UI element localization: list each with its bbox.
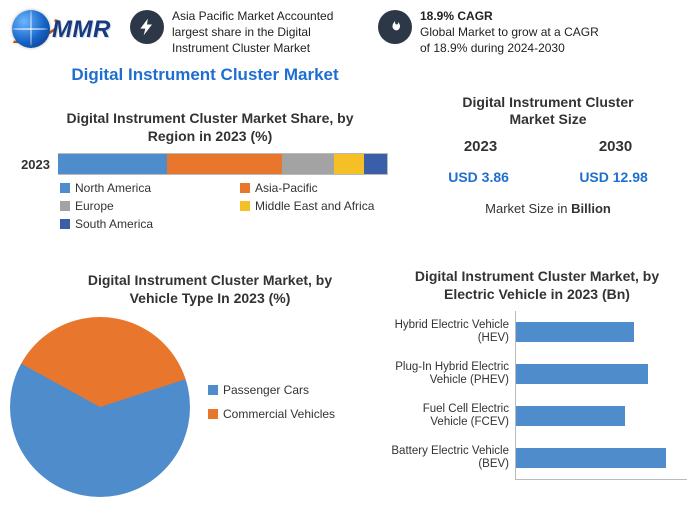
region-share-title-l2: Region in 2023 (%) bbox=[10, 128, 410, 146]
region-legend: North America Asia-Pacific Europe Middle Ea… bbox=[60, 181, 410, 231]
ev-title-l2: Electric Vehicle in 2023 (Bn) bbox=[387, 286, 687, 304]
legend-item: Middle East and Africa bbox=[240, 199, 410, 213]
region-share-title-l1: Digital Instrument Cluster Market Share,… bbox=[10, 110, 410, 128]
hbar-row bbox=[516, 353, 687, 395]
legend-item: South America bbox=[60, 217, 230, 231]
legend-item: Europe bbox=[60, 199, 230, 213]
segment-asia_pacific bbox=[167, 154, 282, 174]
segment-meafrica bbox=[334, 154, 364, 174]
main-title: Digital Instrument Cluster Market bbox=[40, 65, 370, 85]
hbar-row bbox=[516, 311, 687, 353]
ev-title-l1: Digital Instrument Cluster Market, by bbox=[387, 268, 687, 286]
ev-axis bbox=[515, 479, 687, 480]
pie-graphic bbox=[10, 317, 190, 497]
region-share-chart: Digital Instrument Cluster Market Share,… bbox=[10, 110, 410, 231]
market-size-caption: Market Size in Billion bbox=[413, 201, 683, 216]
ev-chart: Digital Instrument Cluster Market, by El… bbox=[387, 268, 687, 480]
market-size-val2: USD 12.98 bbox=[579, 169, 647, 185]
hbar-bar bbox=[516, 322, 634, 342]
header: MMR Asia Pacific Market Accounted larges… bbox=[0, 0, 697, 61]
ev-bars bbox=[515, 311, 687, 479]
market-size-title-l2: Market Size bbox=[413, 111, 683, 128]
vehicle-type-title-l2: Vehicle Type In 2023 (%) bbox=[10, 290, 410, 308]
cagr-title: 18.9% CAGR bbox=[420, 8, 608, 24]
vehicle-type-chart: Digital Instrument Cluster Market, by Ve… bbox=[10, 272, 410, 497]
market-size-year1: 2023 bbox=[464, 138, 497, 155]
asia-pacific-text: Asia Pacific Market Accounted largest sh… bbox=[172, 8, 360, 57]
hbar-label: Fuel Cell Electric Vehicle (FCEV) bbox=[387, 395, 515, 437]
legend-item: North America bbox=[60, 181, 230, 195]
hbar-row bbox=[516, 395, 687, 437]
market-size-val1: USD 3.86 bbox=[448, 169, 509, 185]
segment-europe bbox=[282, 154, 335, 174]
segment-north_america bbox=[58, 154, 167, 174]
hbar-label: Hybrid Electric Vehicle (HEV) bbox=[387, 311, 515, 353]
flame-icon bbox=[378, 10, 412, 44]
logo-text: MMR bbox=[52, 16, 111, 44]
stacked-bar bbox=[58, 153, 388, 175]
pie-legend: Passenger Cars Commercial Vehicles bbox=[208, 383, 335, 431]
legend-item: Commercial Vehicles bbox=[208, 407, 335, 421]
mmr-logo: MMR bbox=[10, 8, 120, 54]
segment-south_america bbox=[364, 154, 387, 174]
hbar-bar bbox=[516, 364, 648, 384]
asia-pacific-badge: Asia Pacific Market Accounted largest sh… bbox=[130, 8, 360, 57]
market-size-title-l1: Digital Instrument Cluster bbox=[413, 94, 683, 111]
hbar-label: Battery Electric Vehicle (BEV) bbox=[387, 437, 515, 479]
cagr-desc: Global Market to grow at a CAGR of 18.9%… bbox=[420, 25, 599, 55]
ev-labels: Hybrid Electric Vehicle (HEV)Plug-In Hyb… bbox=[387, 311, 515, 479]
vehicle-type-title-l1: Digital Instrument Cluster Market, by bbox=[10, 272, 410, 290]
legend-item: Passenger Cars bbox=[208, 383, 335, 397]
hbar-bar bbox=[516, 406, 625, 426]
cagr-badge: 18.9% CAGR Global Market to grow at a CA… bbox=[378, 8, 608, 57]
market-size-year2: 2030 bbox=[599, 138, 632, 155]
hbar-bar bbox=[516, 448, 666, 468]
cagr-text: 18.9% CAGR Global Market to grow at a CA… bbox=[420, 8, 608, 57]
hbar-label: Plug-In Hybrid Electric Vehicle (PHEV) bbox=[387, 353, 515, 395]
legend-item: Asia-Pacific bbox=[240, 181, 410, 195]
market-size-panel: Digital Instrument Cluster Market Size 2… bbox=[413, 94, 683, 216]
region-share-year: 2023 bbox=[10, 157, 50, 172]
bolt-icon bbox=[130, 10, 164, 44]
hbar-row bbox=[516, 437, 687, 479]
